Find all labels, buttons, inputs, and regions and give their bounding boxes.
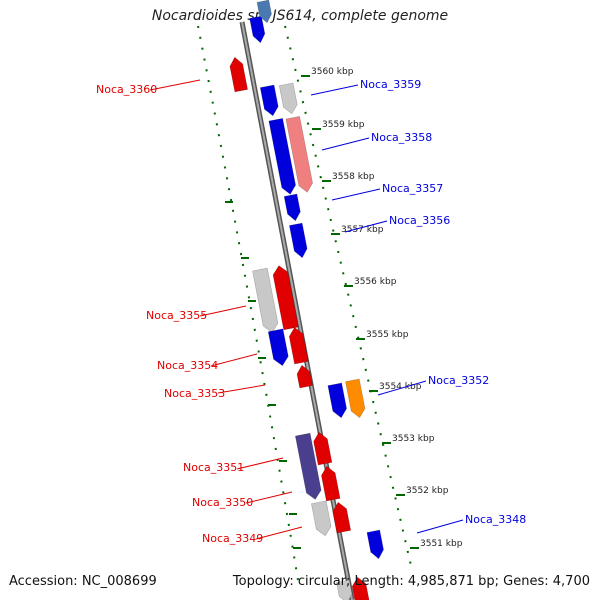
gene-label[interactable]: Noca_3355 (146, 309, 207, 322)
tick-label: 3553 kbp (392, 434, 435, 444)
tick-label: 3554 kbp (379, 382, 422, 392)
leader-line (245, 491, 293, 504)
gene-left-blue-2[interactable] (268, 118, 297, 195)
gene-label[interactable]: Noca_3354 (157, 359, 218, 372)
leader-line (149, 79, 201, 91)
gene-label[interactable]: Noca_3350 (192, 496, 253, 509)
gene-bottom-grey[interactable] (336, 579, 354, 600)
leader-line (310, 84, 359, 96)
tick-label: 3555 kbp (366, 330, 409, 340)
leader-line (210, 353, 258, 367)
topology-text: Topology: circular; Length: 4,985,871 bp… (232, 574, 590, 589)
leader-line (321, 137, 370, 151)
leader-line (217, 384, 266, 394)
gene-label[interactable]: Noca_3356 (389, 214, 450, 227)
gene-label[interactable]: Noca_3351 (183, 461, 244, 474)
tick-label: 3557 kbp (341, 225, 384, 235)
leader-line (255, 526, 303, 540)
gene-top-blue[interactable] (249, 15, 267, 44)
leader-line (416, 519, 464, 534)
gene-noca-3360[interactable] (228, 56, 248, 93)
gene-noca-3356[interactable] (289, 222, 308, 259)
gene-noca-3352[interactable] (345, 378, 367, 419)
gene-label[interactable]: Noca_3353 (164, 387, 225, 400)
leader-line (331, 188, 381, 201)
gene-left-blue-1[interactable] (259, 84, 279, 117)
gene-noca-3357[interactable] (283, 193, 302, 222)
gene-noca-3359[interactable] (278, 82, 298, 115)
tick-label: 3552 kbp (406, 486, 449, 496)
gene-noca-3353[interactable] (296, 364, 313, 389)
leader-line (199, 305, 247, 317)
gene-noca-3354-red[interactable] (288, 326, 309, 365)
gene-noca-3349[interactable] (331, 501, 352, 534)
tick-label: 3560 kbp (311, 67, 354, 77)
gene-noca-3355-grey[interactable] (252, 267, 280, 334)
gene-noca-3351-red[interactable] (312, 431, 333, 466)
gene-noca-3350[interactable] (320, 465, 341, 502)
gene-label[interactable]: Noca_3348 (465, 513, 526, 526)
right-ruler (284, 25, 413, 571)
gene-noca-3354[interactable] (267, 328, 290, 367)
gene-noca-3355[interactable] (272, 264, 299, 331)
gene-label[interactable]: Noca_3359 (360, 78, 421, 91)
gene-noca-3348[interactable] (366, 529, 385, 560)
tick-label: 3556 kbp (354, 277, 397, 287)
gene-top-steel[interactable] (256, 0, 273, 24)
gene-label[interactable]: Noca_3349 (202, 532, 263, 545)
gene-bottom-red[interactable] (351, 576, 370, 600)
gene-label[interactable]: Noca_3357 (382, 182, 443, 195)
gene-label[interactable]: Noca_3360 (96, 83, 157, 96)
leader-line (377, 380, 427, 396)
accession-text: Accession: NC_008699 (9, 574, 157, 589)
tick-label: 3559 kbp (322, 120, 365, 130)
gene-noca-3352-blue[interactable] (327, 382, 348, 419)
map-title: Nocardioides sp. JS614, complete genome (151, 8, 449, 24)
tick-label: 3558 kbp (332, 172, 375, 182)
gene-noca-3349-grey[interactable] (311, 500, 332, 537)
leader-line (236, 457, 284, 470)
tick-label: 3551 kbp (420, 539, 463, 549)
gene-label[interactable]: Noca_3358 (371, 131, 432, 144)
gene-label[interactable]: Noca_3352 (428, 374, 489, 387)
leader-line (344, 220, 388, 233)
gene-noca-3358[interactable] (285, 116, 314, 193)
gene-noca-3351[interactable] (294, 432, 322, 501)
